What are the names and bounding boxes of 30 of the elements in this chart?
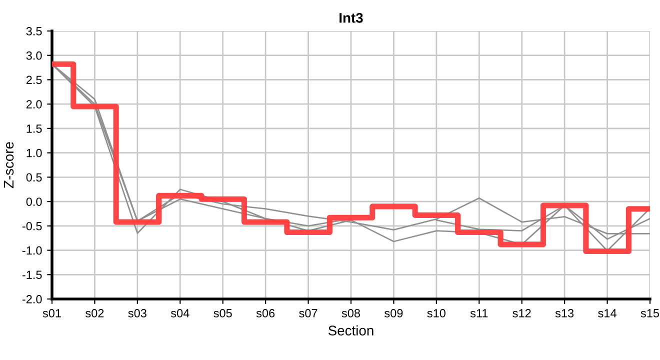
x-axis-title: Section [328, 325, 374, 336]
y-tick-label: 3.0 [26, 51, 42, 60]
x-tick-label: s14 [598, 309, 616, 318]
y-tick-label: -1.0 [22, 246, 42, 255]
y-tick-label: 1.5 [26, 124, 42, 133]
y-tick-label: 2.5 [26, 76, 42, 84]
y-tick-label: 2.0 [26, 100, 42, 108]
x-tick-label: s04 [170, 309, 190, 318]
x-tick-label: s07 [299, 309, 318, 318]
x-tick-label: s12 [512, 309, 531, 318]
y-tick-label: 3.5 [26, 27, 42, 36]
y-tick-label: 1.0 [26, 148, 42, 158]
x-tick-label: s11 [470, 309, 488, 318]
x-tick-label: s06 [256, 309, 275, 318]
x-tick-label: s03 [128, 309, 146, 318]
x-tick-label: s09 [384, 309, 403, 318]
x-tick-label: s05 [214, 309, 232, 318]
x-tick-label: s15 [640, 309, 660, 318]
y-tick-label: -0.5 [22, 222, 42, 230]
y-tick-label: 0.5 [26, 173, 42, 182]
y-axis-title: Z-score [4, 142, 14, 188]
x-tick-label: s01 [42, 309, 61, 318]
y-tick-label: -2.0 [22, 295, 42, 304]
x-tick-label: s08 [342, 309, 360, 318]
x-tick-label: s02 [86, 309, 104, 318]
chart-title: Int3 [340, 12, 363, 23]
y-tick-label: -1.5 [22, 270, 42, 280]
x-tick-label: s13 [555, 309, 574, 318]
y-tick-label: 0.0 [26, 198, 42, 206]
x-tick-label: s10 [427, 309, 446, 318]
